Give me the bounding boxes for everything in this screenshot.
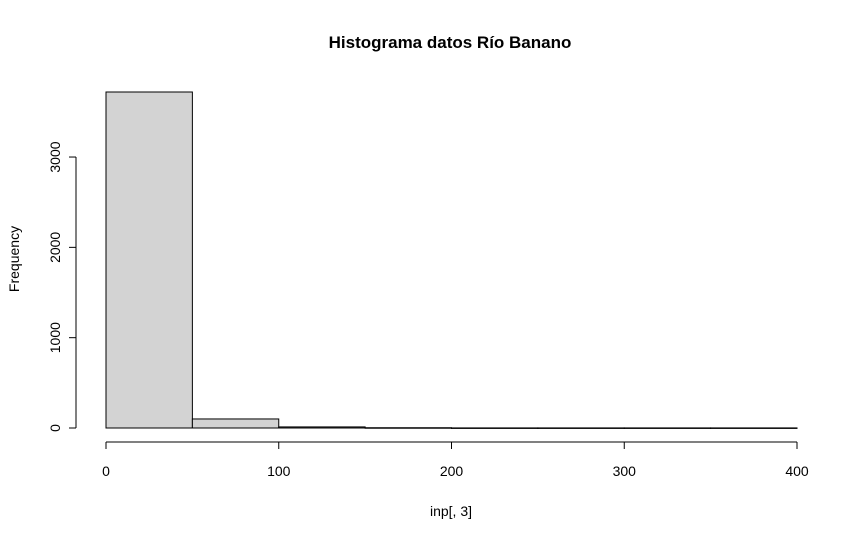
x-axis: 0 100 200 300 400 (102, 441, 809, 479)
x-tick-label-3: 300 (613, 463, 637, 479)
chart-title: Histograma datos Río Banano (329, 33, 572, 52)
x-tick-label-2: 200 (440, 463, 464, 479)
y-axis-label: Frequency (6, 226, 22, 292)
y-tick-label-2: 2000 (47, 232, 63, 263)
histogram-bar-2 (278, 426, 366, 429)
histogram-bar-7 (710, 427, 798, 429)
bars-group (105, 91, 798, 429)
y-tick-label-0: 0 (47, 424, 63, 432)
histogram-bar-6 (623, 427, 712, 429)
y-axis: 0 1000 2000 3000 (47, 141, 77, 432)
histogram-bar-0 (105, 91, 193, 429)
histogram-bar-4 (451, 427, 539, 429)
y-tick-label-3: 3000 (47, 141, 63, 172)
x-axis-label: inp[, 3] (430, 503, 472, 519)
x-tick-label-1: 100 (267, 463, 291, 479)
x-tick-label-0: 0 (102, 463, 110, 479)
histogram-bar-5 (537, 427, 625, 429)
histogram-bar-1 (191, 418, 280, 429)
histogram-bar-3 (364, 427, 452, 429)
y-tick-label-1: 1000 (47, 322, 63, 353)
x-tick-label-4: 400 (785, 463, 809, 479)
